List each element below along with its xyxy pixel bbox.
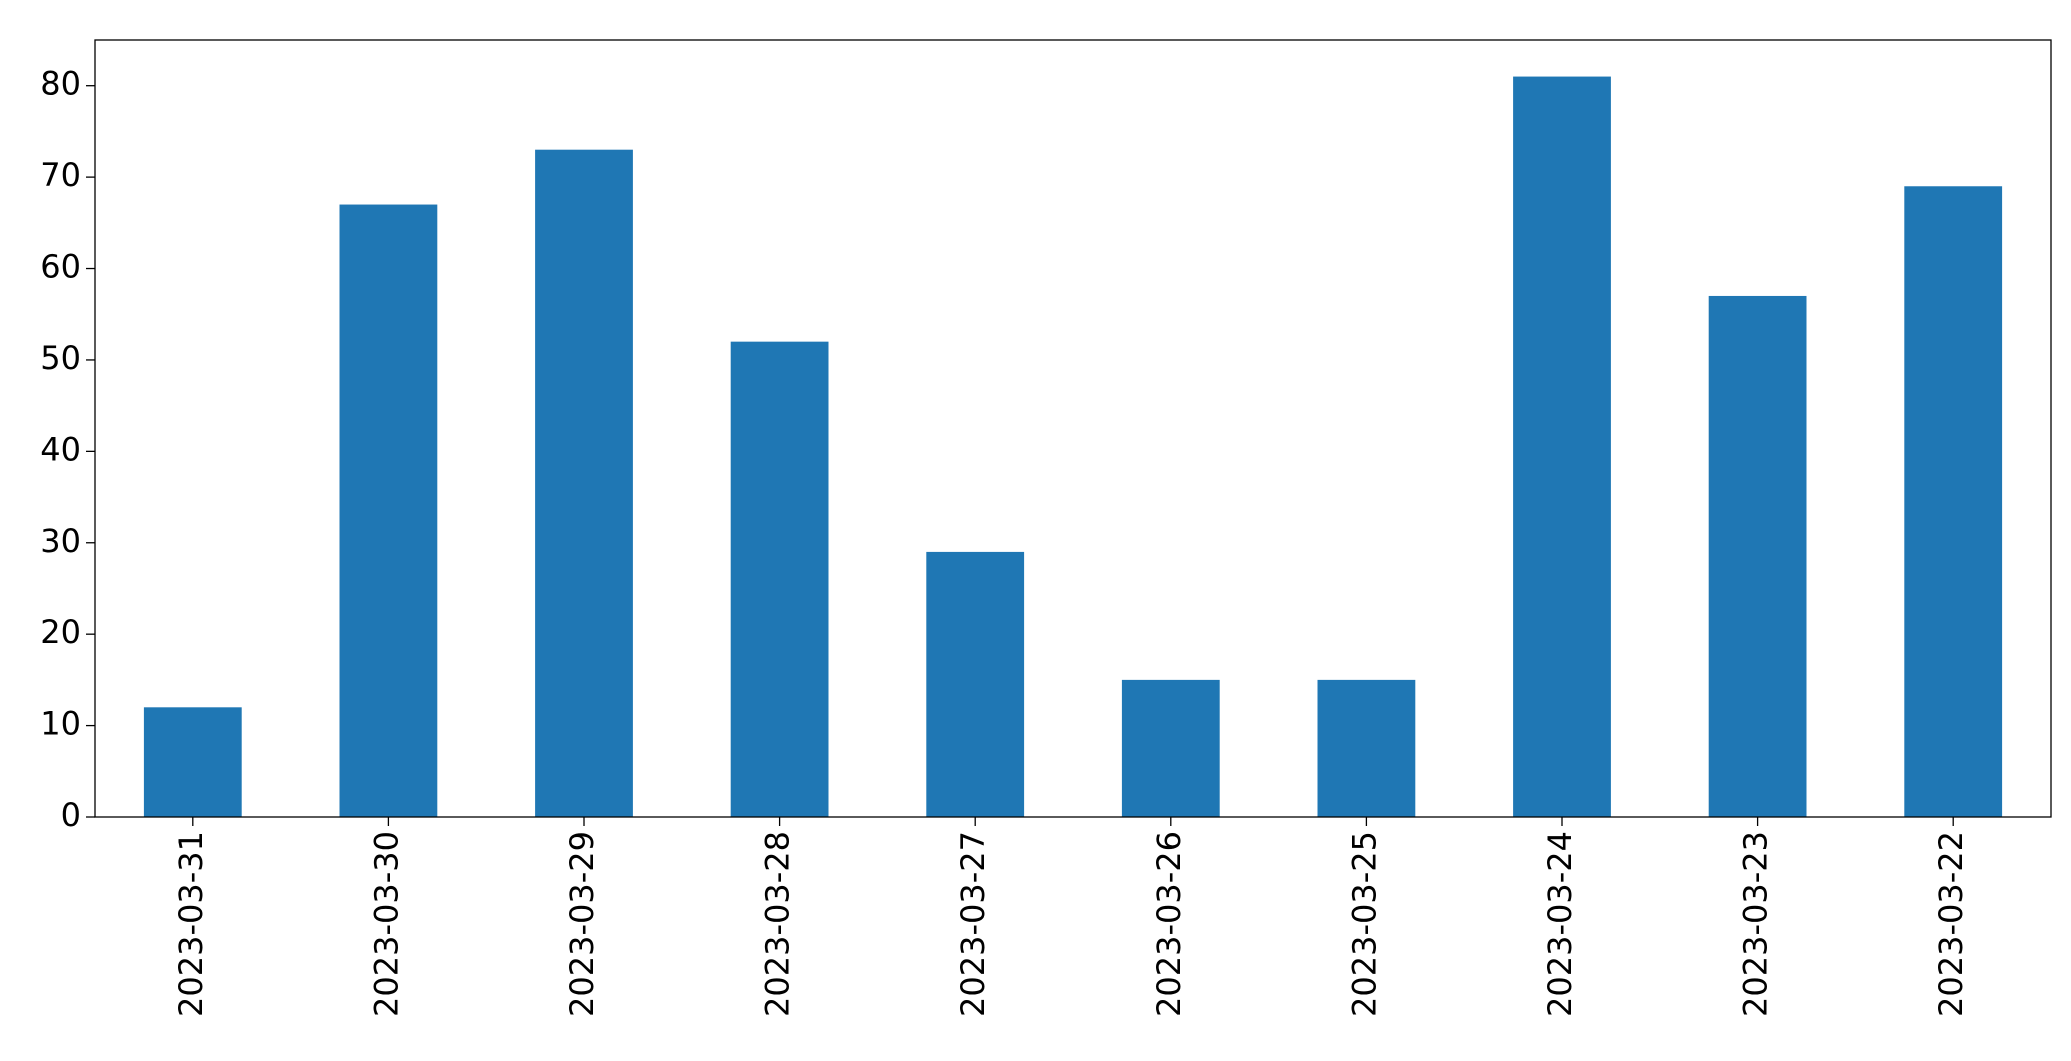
x-tick-label: 2023-03-28 bbox=[759, 831, 797, 1017]
y-tick-label: 80 bbox=[40, 65, 81, 103]
x-tick-label: 2023-03-24 bbox=[1541, 831, 1579, 1017]
x-tick-label: 2023-03-27 bbox=[954, 831, 992, 1017]
x-tick-label: 2023-03-26 bbox=[1150, 831, 1188, 1017]
y-tick-label: 50 bbox=[40, 339, 81, 377]
y-tick-label: 70 bbox=[40, 156, 81, 194]
y-tick-label: 10 bbox=[40, 705, 81, 743]
axes-frame bbox=[94, 39, 2052, 818]
x-tick-label: 2023-03-31 bbox=[172, 831, 210, 1017]
x-tick-label: 2023-03-29 bbox=[563, 831, 601, 1017]
bar bbox=[1317, 679, 1416, 817]
x-tick-label: 2023-03-23 bbox=[1737, 831, 1775, 1017]
y-tick-label: 0 bbox=[61, 796, 81, 834]
bar bbox=[535, 149, 633, 818]
bar bbox=[1904, 186, 2003, 818]
y-tick-label: 20 bbox=[40, 613, 81, 651]
x-tick-label: 2023-03-22 bbox=[1932, 831, 1970, 1017]
bar bbox=[730, 341, 829, 817]
bar bbox=[1708, 295, 1807, 817]
bar bbox=[1513, 76, 1611, 818]
x-tick-label: 2023-03-30 bbox=[367, 831, 405, 1017]
bar bbox=[143, 707, 242, 817]
y-tick-label: 60 bbox=[40, 248, 81, 286]
y-tick-label: 30 bbox=[40, 522, 81, 560]
bar bbox=[1121, 679, 1220, 817]
x-tick-label: 2023-03-25 bbox=[1345, 831, 1383, 1017]
bar bbox=[926, 551, 1025, 817]
bar bbox=[339, 204, 438, 817]
y-tick-label: 40 bbox=[40, 430, 81, 468]
